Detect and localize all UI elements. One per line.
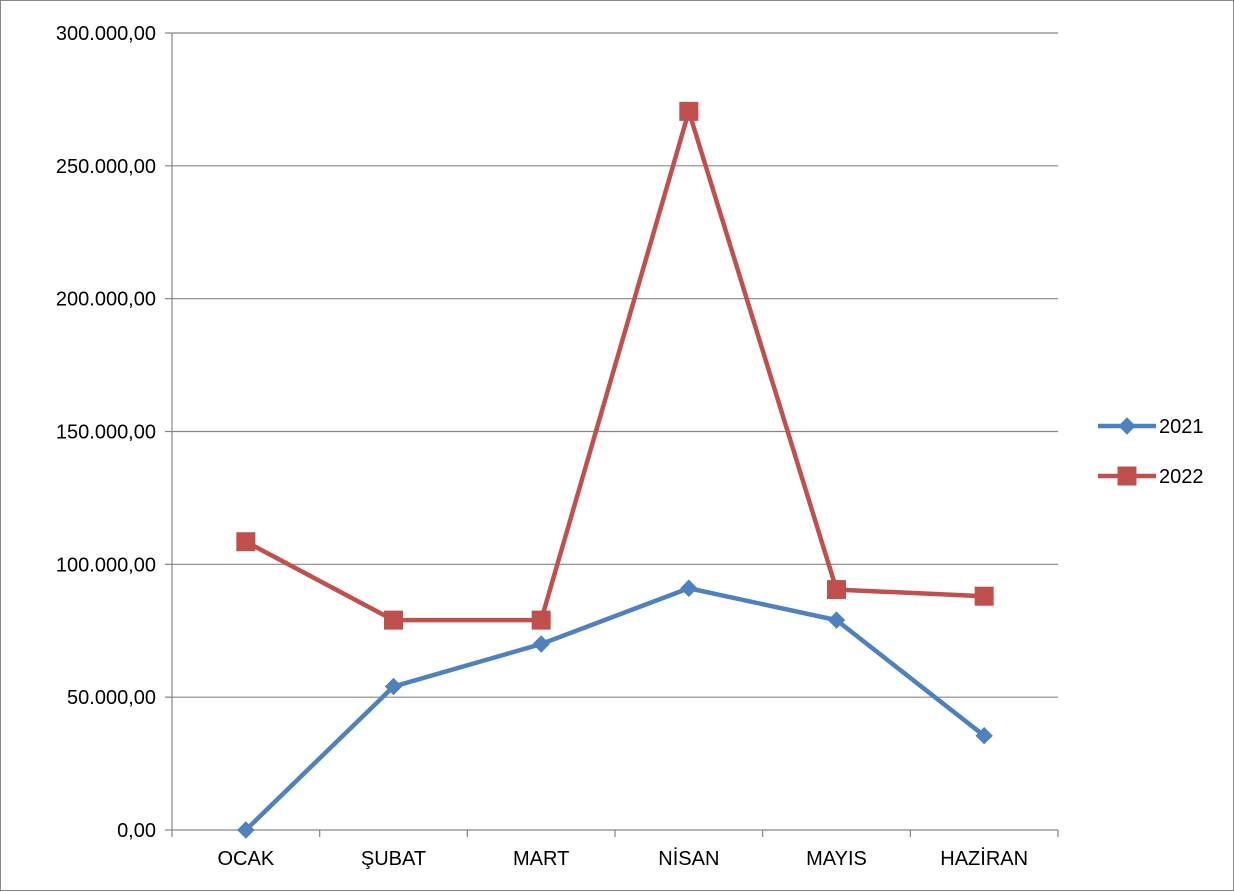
legend-marker xyxy=(1117,466,1137,486)
legend-label: 2021 xyxy=(1159,416,1204,438)
legend-marker xyxy=(1118,417,1136,435)
x-tick-label: MART xyxy=(513,848,569,870)
data-point xyxy=(827,611,846,629)
x-tick-label: ŞUBAT xyxy=(361,848,426,870)
y-tick-label: 150.000,00 xyxy=(56,422,156,444)
data-point xyxy=(974,586,994,606)
data-point xyxy=(531,610,551,630)
y-tick-label: 100.000,00 xyxy=(56,554,156,576)
series-line xyxy=(244,109,985,623)
data-point xyxy=(827,580,846,600)
data-point xyxy=(975,726,993,745)
data-point xyxy=(679,101,699,121)
series-line xyxy=(244,585,986,832)
gridlines xyxy=(172,32,1058,698)
x-tick-label: HAZİRAN xyxy=(940,847,1028,870)
y-tick-label: 300.000,00 xyxy=(56,23,156,45)
y-tick-label: 250.000,00 xyxy=(56,156,156,178)
legend-item-2021: 2021 xyxy=(1098,416,1204,438)
data-point xyxy=(236,532,256,552)
y-tick-labels: 0,00 50.000,00 100.000,00 150.000,00 200.000… xyxy=(56,23,156,842)
x-tick-label: OCAK xyxy=(217,848,274,870)
legend-label: 2022 xyxy=(1159,466,1204,488)
series-2022 xyxy=(236,101,994,630)
axes xyxy=(165,32,1059,837)
x-tick-label: MAYIS xyxy=(806,848,867,870)
y-tick-label: 50.000,00 xyxy=(67,687,156,709)
y-tick-label: 200.000,00 xyxy=(56,289,156,311)
x-tick-labels: OCAK ŞUBAT MART NİSAN MAYIS HAZİRAN xyxy=(217,847,1028,870)
data-point xyxy=(384,677,403,696)
legend-item-2022: 2022 xyxy=(1098,466,1204,488)
y-tick-label: 0,00 xyxy=(117,820,156,842)
data-point xyxy=(680,579,698,597)
data-point xyxy=(237,821,255,839)
series-group xyxy=(236,101,994,839)
data-point xyxy=(532,635,550,653)
x-tick-label: NİSAN xyxy=(658,847,719,870)
data-point xyxy=(384,610,403,630)
legend: 2021 2022 xyxy=(1098,416,1204,488)
series-2021 xyxy=(237,579,993,839)
